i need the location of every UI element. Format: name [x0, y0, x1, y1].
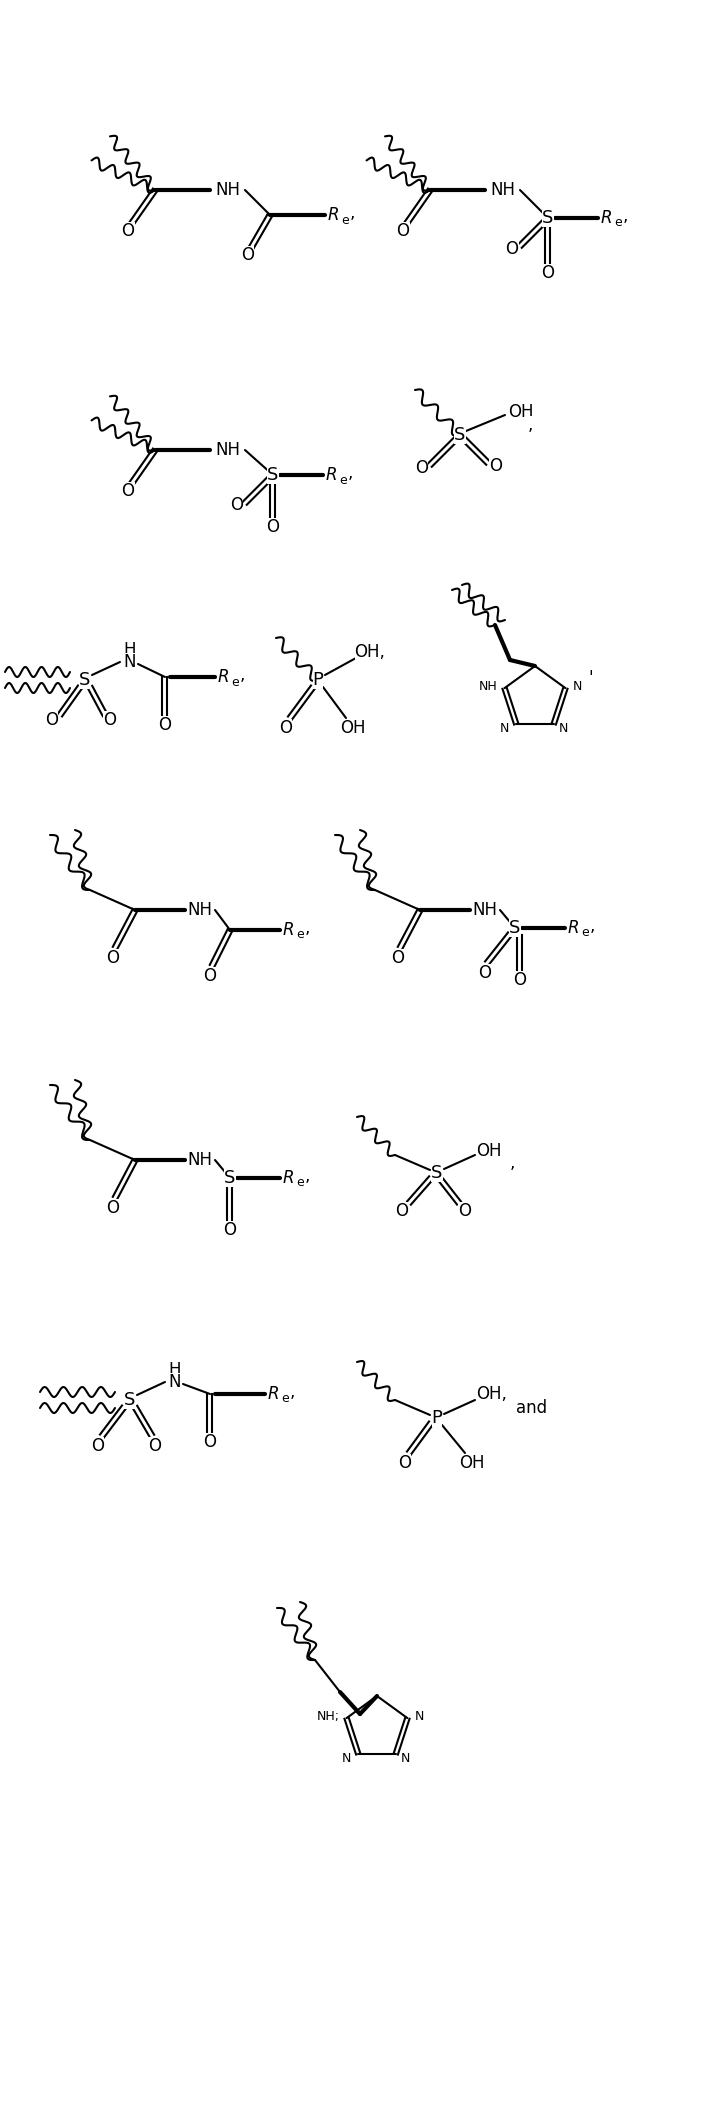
Text: OH: OH	[476, 1141, 502, 1160]
Text: ,: ,	[349, 204, 355, 223]
Text: O: O	[122, 221, 135, 240]
Text: O: O	[397, 221, 410, 240]
Text: NH: NH	[188, 1152, 212, 1169]
Text: OH: OH	[459, 1455, 485, 1471]
Text: N: N	[415, 1709, 424, 1724]
Text: N: N	[500, 723, 509, 736]
Text: O: O	[513, 971, 526, 990]
Text: S: S	[124, 1392, 136, 1408]
Text: e: e	[339, 473, 347, 486]
Text: NH: NH	[215, 181, 241, 200]
Text: H: H	[124, 641, 136, 660]
Text: ,: ,	[347, 465, 352, 481]
Text: e: e	[614, 217, 622, 229]
Text: OH,: OH,	[355, 643, 386, 660]
Text: ,: ,	[509, 1154, 515, 1173]
Text: O: O	[223, 1221, 236, 1238]
Text: ,: ,	[304, 1167, 310, 1186]
Text: O: O	[122, 481, 135, 500]
Text: S: S	[79, 671, 91, 689]
Text: ,: ,	[239, 666, 244, 683]
Text: O: O	[280, 719, 292, 738]
Text: e: e	[341, 214, 349, 227]
Text: O: O	[149, 1438, 162, 1455]
Text: O: O	[107, 948, 120, 967]
Text: O: O	[478, 965, 492, 982]
Text: O: O	[415, 458, 428, 477]
Text: R: R	[268, 1385, 278, 1402]
Text: N: N	[341, 1753, 351, 1766]
Text: OH: OH	[508, 404, 534, 420]
Text: R: R	[600, 208, 612, 227]
Text: S: S	[431, 1165, 443, 1181]
Text: O: O	[267, 517, 280, 536]
Text: OH,: OH,	[476, 1385, 508, 1402]
Text: O: O	[204, 1434, 217, 1450]
Text: e: e	[281, 1392, 289, 1406]
Text: NH: NH	[188, 902, 212, 919]
Text: R: R	[326, 467, 336, 483]
Text: O: O	[159, 717, 172, 734]
Text: H: H	[169, 1360, 181, 1379]
Text: O: O	[204, 967, 217, 986]
Text: O: O	[231, 496, 244, 515]
Text: O: O	[458, 1202, 471, 1219]
Text: O: O	[399, 1455, 412, 1471]
Text: NH: NH	[479, 679, 498, 694]
Text: O: O	[46, 710, 59, 729]
Text: O: O	[241, 246, 254, 265]
Text: O: O	[104, 710, 117, 729]
Text: O: O	[91, 1438, 104, 1455]
Text: S: S	[224, 1169, 236, 1188]
Text: N: N	[169, 1373, 181, 1392]
Text: NH: NH	[215, 441, 241, 458]
Text: P: P	[431, 1408, 442, 1427]
Text: P: P	[312, 671, 323, 689]
Text: O: O	[392, 948, 405, 967]
Text: N: N	[573, 679, 582, 694]
Text: ,: ,	[289, 1383, 294, 1402]
Text: O: O	[107, 1198, 120, 1217]
Text: R: R	[218, 668, 229, 685]
Text: R: R	[282, 921, 294, 940]
Text: e: e	[231, 675, 239, 689]
Text: O: O	[542, 265, 555, 282]
Text: S: S	[268, 467, 278, 483]
Text: NH;: NH;	[317, 1709, 340, 1724]
Text: ,: ,	[304, 919, 310, 937]
Text: ,: ,	[527, 416, 533, 433]
Text: N: N	[559, 723, 568, 736]
Text: e: e	[296, 929, 304, 942]
Text: O: O	[489, 456, 502, 475]
Text: R: R	[567, 919, 579, 937]
Text: R: R	[327, 206, 339, 225]
Text: OH: OH	[340, 719, 365, 738]
Text: and: and	[516, 1400, 547, 1417]
Text: O: O	[396, 1202, 408, 1219]
Text: O: O	[505, 240, 518, 259]
Text: e: e	[296, 1177, 304, 1190]
Text: S: S	[542, 208, 554, 227]
Text: N: N	[401, 1753, 410, 1766]
Text: ,: ,	[622, 206, 628, 225]
Text: e: e	[581, 927, 589, 940]
Text: S: S	[509, 919, 521, 937]
Text: R: R	[282, 1169, 294, 1188]
Text: S: S	[455, 427, 465, 444]
Text: NH: NH	[491, 181, 515, 200]
Text: ': '	[588, 668, 593, 687]
Text: N: N	[124, 654, 136, 671]
Text: NH: NH	[473, 902, 497, 919]
Text: ,: ,	[589, 916, 594, 935]
